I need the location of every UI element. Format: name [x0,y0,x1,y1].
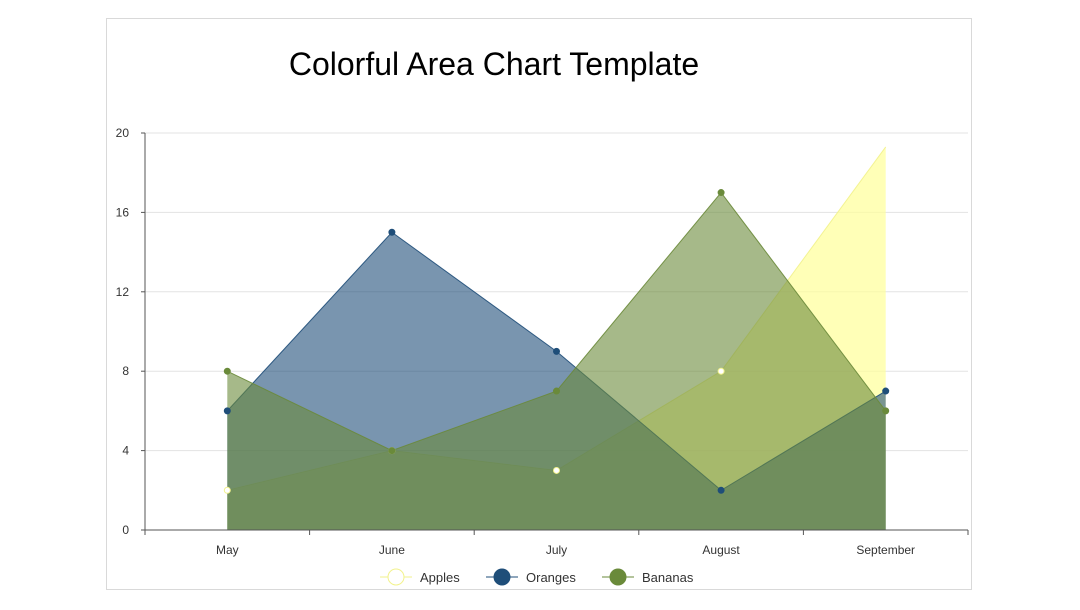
legend-marker-bananas [609,568,627,586]
point-apples-july [553,466,560,474]
chart-title: Colorful Area Chart Template [289,46,699,82]
point-bananas-may [223,367,231,375]
point-apples-may [223,486,231,494]
point-bananas-july [553,387,560,395]
point-oranges-august [717,486,725,494]
point-bananas-august [717,189,725,197]
y-tick-label-20: 20 [116,126,130,140]
legend-label-oranges: Oranges [526,570,576,585]
x-tick-label-september: September [856,543,915,557]
legend-marker-apples [387,568,405,586]
point-bananas-september [882,407,890,415]
area-bananas [227,192,886,531]
legend-item-apples: Apples [380,568,460,586]
axes: 0 4 8 12 16 20 May June July August September [116,126,969,557]
x-tick-label-august: August [702,543,740,557]
point-oranges-june [388,228,396,236]
x-tick-label-may: May [216,543,239,557]
legend: Apples Oranges Bananas [380,568,694,586]
legend-label-bananas: Bananas [642,570,694,585]
point-oranges-july [553,347,560,355]
legend-marker-oranges [493,568,511,586]
point-apples-august [717,367,725,375]
y-tick-label-0: 0 [122,523,129,537]
x-tick-label-july: July [546,543,567,557]
point-oranges-may [223,407,231,415]
legend-item-oranges: Oranges [486,568,576,586]
y-tick-label-16: 16 [116,205,130,219]
y-tick-label-4: 4 [122,444,129,458]
y-tick-label-8: 8 [122,364,129,378]
legend-item-bananas: Bananas [602,568,694,586]
point-oranges-september [882,387,890,395]
legend-label-apples: Apples [420,570,460,585]
x-tick-label-june: June [379,543,405,557]
point-bananas-june [388,447,396,455]
data-markers [223,189,890,494]
y-tick-label-12: 12 [116,285,130,299]
